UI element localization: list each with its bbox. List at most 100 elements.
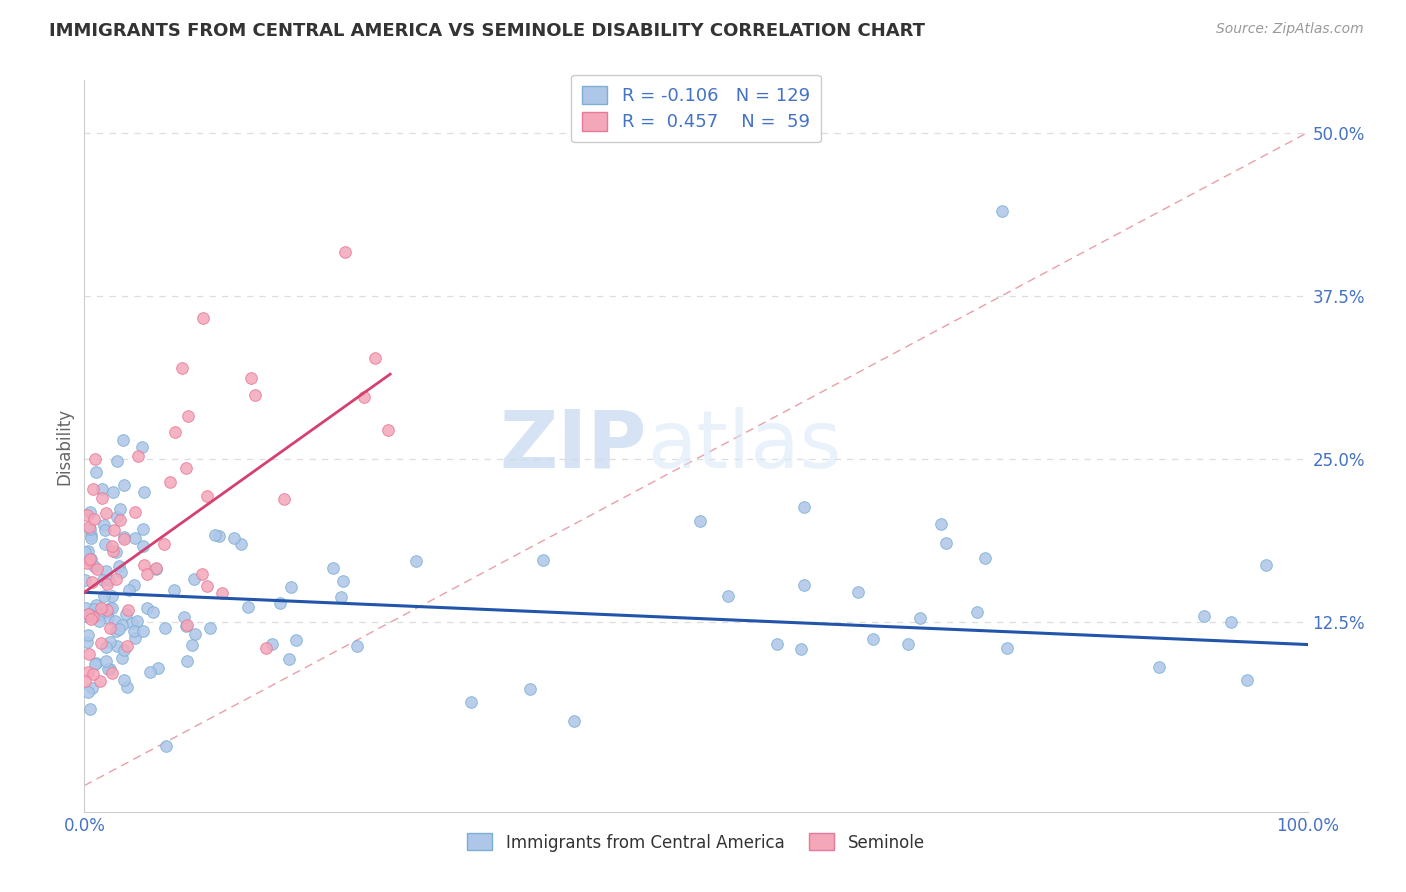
Text: ZIP: ZIP	[499, 407, 647, 485]
Point	[973, 550, 995, 565]
Point	[79, 702, 101, 716]
Point	[929, 517, 952, 532]
Point	[96, 655, 118, 669]
Point	[204, 528, 226, 542]
Point	[163, 425, 186, 439]
Point	[145, 561, 167, 575]
Point	[111, 617, 134, 632]
Point	[82, 482, 104, 496]
Point	[229, 537, 252, 551]
Point	[76, 508, 98, 523]
Point	[105, 640, 128, 654]
Point	[124, 505, 146, 519]
Point	[110, 513, 132, 527]
Point	[108, 502, 131, 516]
Point	[132, 522, 155, 536]
Point	[98, 600, 121, 615]
Point	[862, 632, 884, 647]
Point	[112, 478, 135, 492]
Point	[77, 607, 100, 622]
Point	[90, 491, 112, 505]
Point	[76, 556, 98, 570]
Point	[115, 607, 138, 621]
Point	[124, 631, 146, 645]
Point	[101, 485, 124, 500]
Point	[96, 640, 118, 654]
Point	[335, 245, 357, 260]
Point	[273, 491, 295, 506]
Point	[94, 506, 117, 520]
Point	[519, 681, 541, 696]
Point	[96, 576, 118, 591]
Point	[90, 635, 112, 649]
Point	[176, 461, 198, 475]
Point	[153, 621, 176, 635]
Point	[155, 739, 177, 754]
Point	[89, 614, 111, 628]
Point	[124, 531, 146, 545]
Point	[97, 661, 120, 675]
Point	[191, 566, 214, 581]
Point	[93, 589, 115, 603]
Point	[112, 673, 135, 687]
Point	[115, 639, 138, 653]
Point	[195, 579, 218, 593]
Point	[104, 614, 127, 628]
Y-axis label: Disability: Disability	[55, 408, 73, 484]
Point	[96, 611, 118, 625]
Point	[1254, 558, 1277, 573]
Point	[105, 454, 128, 468]
Point	[254, 640, 277, 655]
Point	[132, 558, 155, 573]
Point	[118, 583, 141, 598]
Point	[101, 589, 124, 603]
Point	[353, 390, 375, 404]
Point	[176, 654, 198, 668]
Point	[284, 633, 307, 648]
Point	[224, 531, 246, 545]
Point	[79, 648, 101, 662]
Point	[177, 409, 200, 423]
Point	[98, 621, 121, 635]
Point	[125, 615, 148, 629]
Point	[134, 485, 156, 500]
Point	[211, 586, 233, 600]
Point	[79, 522, 101, 536]
Point	[76, 544, 98, 558]
Point	[91, 483, 114, 497]
Point	[159, 475, 181, 490]
Point	[105, 545, 128, 559]
Point	[75, 601, 97, 615]
Point	[112, 531, 135, 545]
Point	[84, 466, 107, 480]
Point	[364, 351, 387, 365]
Point	[101, 666, 124, 681]
Point	[191, 311, 214, 326]
Point	[111, 434, 134, 448]
Point	[208, 529, 231, 543]
Point	[329, 591, 352, 605]
Point	[108, 558, 131, 573]
Point	[79, 527, 101, 541]
Point	[77, 684, 100, 698]
Point	[1220, 615, 1243, 629]
Point	[183, 572, 205, 586]
Point	[172, 361, 194, 376]
Point	[98, 662, 121, 676]
Point	[531, 553, 554, 567]
Point	[94, 537, 117, 551]
Point	[346, 639, 368, 653]
Point	[122, 578, 145, 592]
Point	[77, 665, 100, 680]
Point	[136, 601, 159, 615]
Point	[84, 451, 107, 466]
Point	[180, 639, 202, 653]
Point	[280, 581, 302, 595]
Point	[460, 695, 482, 709]
Point	[153, 537, 176, 551]
Point	[82, 610, 104, 624]
Point	[245, 388, 267, 402]
Point	[173, 610, 195, 624]
Point	[96, 605, 118, 619]
Point	[717, 589, 740, 603]
